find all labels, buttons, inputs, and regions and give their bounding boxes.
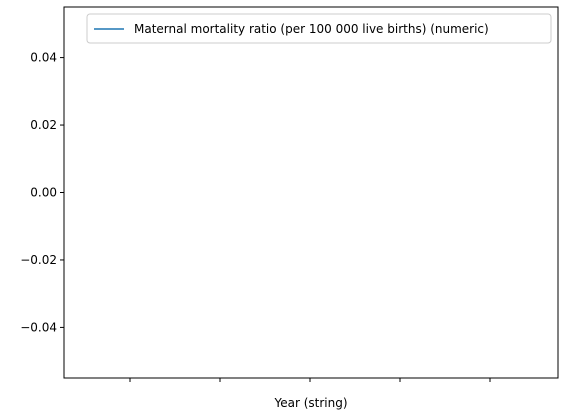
y-tick-label: −0.04 [20,320,57,334]
legend-box [86,13,552,44]
y-tick-label: 0.04 [30,51,57,65]
y-tick-label: 0.00 [30,186,57,200]
legend-label: Maternal mortality ratio (per 100 000 li… [134,22,489,36]
plot-frame [63,6,559,379]
y-axis-ticks: −0.04 −0.02 0.00 0.02 0.04 [20,51,64,334]
legend: Maternal mortality ratio (per 100 000 li… [86,13,552,44]
y-tick-label: 0.02 [30,118,57,132]
plot-area [64,7,558,378]
y-tick-label: −0.02 [20,253,57,267]
x-axis-label: Year (string) [273,396,347,410]
x-axis-ticks [129,378,491,382]
